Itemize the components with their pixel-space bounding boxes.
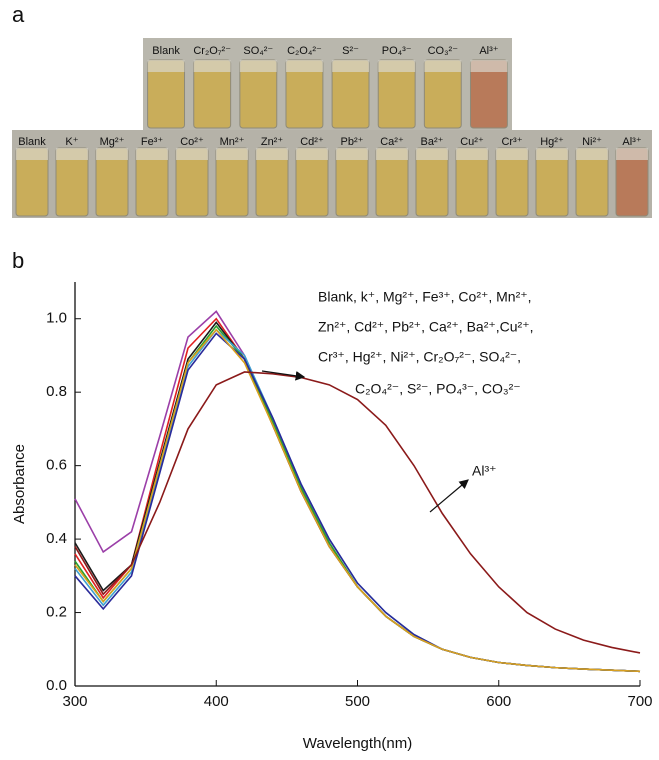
vial-label: Hg²⁺ [540,136,564,148]
vial-highlight [332,60,370,72]
vial-highlight [239,60,277,72]
vial-label: Zn²⁺ [261,136,284,148]
spectrum-line [74,321,641,673]
x-tick-label: 600 [486,693,511,710]
y-tick-label: 0.0 [46,677,67,694]
vial-highlight [96,148,128,160]
vial-label: Ca²⁺ [380,136,404,148]
vial-label: Mn²⁺ [220,136,245,148]
vial-label: Fe³⁺ [141,136,164,148]
y-tick-label: 0.2 [46,604,67,621]
panel-label: b [12,248,24,273]
annotation: C₂O₄²⁻, S²⁻, PO₄³⁻, CO₃²⁻ [355,381,521,397]
spectrum-line [74,324,641,673]
x-tick-label: 700 [627,693,652,710]
vial-highlight [147,60,185,72]
x-tick-label: 400 [204,693,229,710]
arrow [429,479,469,513]
vial-highlight [296,148,328,160]
y-tick-label: 1.0 [46,310,67,327]
y-tick-label: 0.6 [46,457,67,474]
x-tick-label: 500 [345,693,370,710]
vial-label: K⁺ [65,136,78,148]
spectrum-line [74,317,641,673]
vial-highlight [616,148,648,160]
vial-label: Blank [152,45,180,57]
vial-label: CO₃²⁻ [428,45,459,57]
vial-highlight [536,148,568,160]
arrow [261,370,306,381]
vial-highlight [416,148,448,160]
vial-label: Al³⁺ [622,136,641,148]
vial-label: Cr₂O₇²⁻ [193,45,231,57]
vial-label: SO₄²⁻ [243,45,273,57]
annotation: Al³⁺ [472,463,497,479]
vial-highlight [176,148,208,160]
vial-highlight [378,60,416,72]
vial-label: Ni²⁺ [582,136,602,148]
vial-highlight [16,148,48,160]
spectrum-line [74,328,641,673]
vial-label: S²⁻ [342,45,359,57]
vial-highlight [336,148,368,160]
y-axis-label: Absorbance [11,444,28,524]
annotation: Cr³⁺, Hg²⁺, Ni²⁺, Cr₂O₇²⁻, SO₄²⁻, [318,349,521,365]
vial-label: Mg²⁺ [100,136,125,148]
x-axis-label: Wavelength(nm) [303,735,412,752]
annotation: Blank, k⁺, Mg²⁺, Fe³⁺, Co²⁺, Mn²⁺, [318,289,532,305]
vial-highlight [376,148,408,160]
vial-highlight [285,60,323,72]
vial-label: Cd²⁺ [300,136,324,148]
vial-highlight [256,148,288,160]
x-tick-label: 300 [62,693,87,710]
vial-label: Ba²⁺ [421,136,444,148]
vial-label: Al³⁺ [479,45,498,57]
spectrum-line [74,371,641,654]
vial-label: C₂O₄²⁻ [287,45,322,57]
vial-label: Blank [18,136,46,148]
vial-label: Co²⁺ [180,136,204,148]
y-tick-label: 0.8 [46,383,67,400]
vial-label: Pb²⁺ [341,136,364,148]
vial-highlight [136,148,168,160]
y-tick-label: 0.4 [46,530,67,547]
vial-label: Cr³⁺ [501,136,522,148]
vial-label: PO₄³⁻ [382,45,412,57]
vial-highlight [424,60,462,72]
panel-label: a [12,2,25,27]
vial-highlight [496,148,528,160]
vial-highlight [576,148,608,160]
vial-highlight [193,60,231,72]
vial-label: Cu²⁺ [460,136,484,148]
vial-highlight [56,148,88,160]
vial-highlight [216,148,248,160]
vial-highlight [456,148,488,160]
annotation: Zn²⁺, Cd²⁺, Pb²⁺, Ca²⁺, Ba²⁺,Cu²⁺, [318,319,533,335]
vial-highlight [470,60,508,72]
spectrum-line [74,310,641,673]
